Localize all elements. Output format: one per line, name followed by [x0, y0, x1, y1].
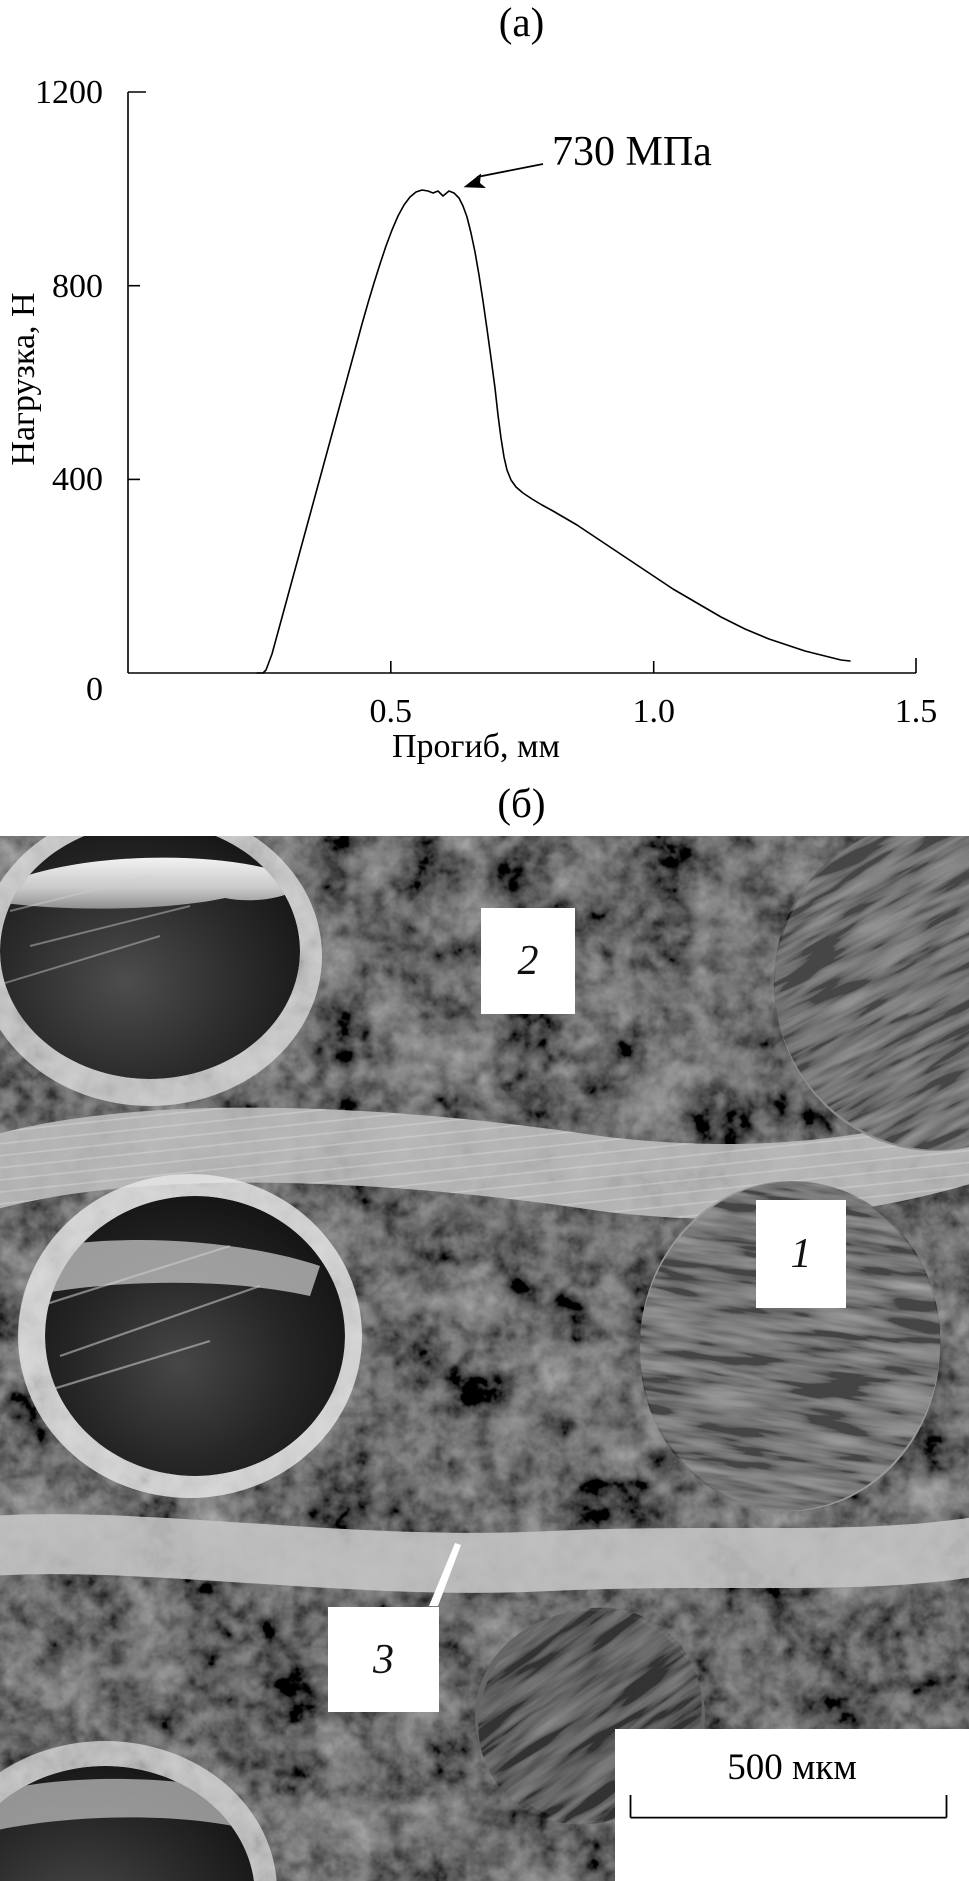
svg-text:Нагрузка, Н: Нагрузка, Н — [5, 292, 42, 465]
svg-text:Прогиб, мм: Прогиб, мм — [392, 728, 560, 765]
svg-text:1.0: 1.0 — [632, 693, 675, 730]
svg-text:1200: 1200 — [35, 74, 103, 111]
svg-text:730 МПа: 730 МПа — [552, 129, 712, 175]
svg-text:0: 0 — [86, 671, 103, 708]
svg-text:0.5: 0.5 — [370, 693, 413, 730]
svg-text:400: 400 — [52, 461, 103, 498]
svg-text:1.5: 1.5 — [895, 693, 938, 730]
svg-text:800: 800 — [52, 268, 103, 305]
